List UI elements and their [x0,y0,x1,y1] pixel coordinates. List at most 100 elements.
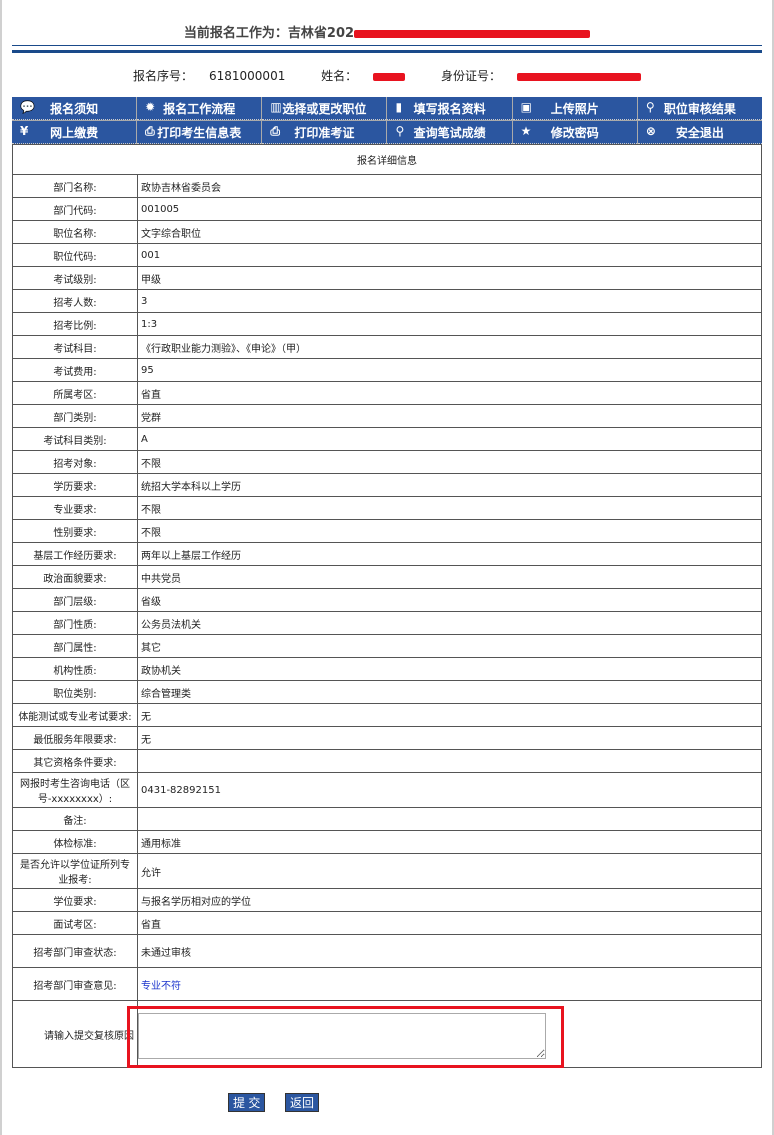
field-value: 95 [137,358,762,382]
table-row: 部门代码: 001005 [12,197,762,221]
nav-item[interactable]: 💬 报名须知 [12,97,137,120]
field-label: 最低服务年限要求: [12,726,138,750]
field-value: 未通过审核 [137,934,762,968]
nav-label: 填写报名资料 [413,101,486,116]
field-label: 是否允许以学位证所列专业报考: [12,853,138,889]
field-label: 部门类别: [12,404,138,428]
nav-item[interactable]: ⚲ 职位审核结果 [637,97,762,120]
field-value: 统招大学本科以上学历 [137,473,762,497]
nav-label: 查询笔试成绩 [413,125,486,140]
field-value: 省直 [137,911,762,935]
table-row: 部门层级: 省级 [12,588,762,612]
back-button[interactable]: 返回 [285,1093,320,1112]
divider [12,45,762,46]
field-value: 与报名学历相对应的学位 [137,888,762,912]
field-label: 其它资格条件要求: [12,749,138,773]
main-nav: 💬 报名须知 ✹ 报名工作流程 ▥ 选择或更改职位 ▮ 填写报名资料 ▣ 上传照片 ⚲ 职位审核结果 ¥… [12,97,762,144]
table-row: 考试科目类别: A [12,427,762,451]
window-border-right [772,0,774,1135]
field-label: 部门性质: [12,611,138,635]
field-value: 其它 [137,634,762,658]
nav-label: 上传照片 [550,101,599,116]
field-label: 考试科目类别: [12,427,138,451]
field-value: 0431-82892151 [137,772,762,808]
field-value: 政协吉林省委员会 [137,174,762,198]
form-icon: ▮ [395,100,403,114]
table-row: 机构性质: 政协机关 [12,657,762,681]
table-row: 考试科目: 《行政职业能力测验》、《申论》（甲） [12,335,762,359]
field-label: 基层工作经历要求: [12,542,138,566]
field-value: 不限 [137,496,762,520]
table-row: 网报时考生咨询电话（区号-xxxxxxxx）: 0431-82892151 [12,772,762,808]
table-row: 是否允许以学位证所列专业报考: 允许 [12,853,762,889]
table-row: 招考人数: 3 [12,289,762,313]
field-value: 1:3 [137,312,762,336]
field-label: 部门名称: [12,174,138,198]
table-row: 最低服务年限要求: 无 [12,726,762,750]
field-label: 学位要求: [12,888,138,912]
nav-item[interactable]: ▮ 填写报名资料 [387,97,512,120]
field-label: 网报时考生咨询电话（区号-xxxxxxxx）: [12,772,138,808]
nav-item[interactable]: ⎙ 打印考生信息表 [137,121,262,144]
nav-label: 选择或更改职位 [282,101,367,116]
nav-item[interactable]: ¥ 网上缴费 [12,121,137,144]
nav-label: 报名须知 [50,101,99,116]
nav-item[interactable]: ★ 修改密码 [512,121,637,144]
field-label: 招考部门审查意见: [12,967,138,1001]
nav-item[interactable]: ▥ 选择或更改职位 [262,97,387,120]
table-row: 体检标准: 通用标准 [12,830,762,854]
field-value: 允许 [137,853,762,889]
field-label: 部门层级: [12,588,138,612]
table-row: 专业要求: 不限 [12,496,762,520]
field-value: 无 [137,726,762,750]
detail-table: 报名详细信息 部门名称: 政协吉林省委员会 部门代码: 001005 职位名称: 文字综合… [12,144,762,1068]
field-value: 通用标准 [137,830,762,854]
nav-item[interactable]: ▣ 上传照片 [512,97,637,120]
divider [12,50,762,53]
table-row: 考试费用: 95 [12,358,762,382]
table-row: 备注: [12,807,762,831]
field-label: 职位代码: [12,243,138,267]
nav-item[interactable]: ⊗ 安全退出 [637,121,762,144]
field-value: 不限 [137,519,762,543]
field-label: 请输入提交复核原因 [12,1000,138,1068]
table-row: 基层工作经历要求: 两年以上基层工作经历 [12,542,762,566]
field-label: 考试科目: [12,335,138,359]
field-value: 甲级 [137,266,762,290]
field-value: 001005 [137,197,762,221]
submit-button[interactable]: 提 交 [228,1093,266,1112]
table-row: 面试考区: 省直 [12,911,762,935]
nav-label: 打印考生信息表 [157,125,242,140]
field-value: 文字综合职位 [137,220,762,244]
table-row: 学位要求: 与报名学历相对应的学位 [12,888,762,912]
table-row: 性别要求: 不限 [12,519,762,543]
exit-icon: ⊗ [645,124,656,138]
nav-label: 网上缴费 [50,125,99,140]
photo-icon: ▣ [520,100,532,114]
nav-item[interactable]: ⚲ 查询笔试成绩 [387,121,512,144]
field-label: 备注: [12,807,138,831]
nav-item[interactable]: ⎙ 打印准考证 [262,121,387,144]
window-border-left [0,0,2,1135]
table-row: 体能测试或专业考试要求: 无 [12,703,762,727]
field-label: 体检标准: [12,830,138,854]
table-row: 招考比例: 1:3 [12,312,762,336]
field-label: 职位名称: [12,220,138,244]
field-label: 招考人数: [12,289,138,313]
table-row: 考试级别: 甲级 [12,266,762,290]
table-row: 职位代码: 001 [12,243,762,267]
field-value: 党群 [137,404,762,428]
table-row: 职位名称: 文字综合职位 [12,220,762,244]
nav-label: 职位审核结果 [663,101,736,116]
field-label: 部门代码: [12,197,138,221]
review-reason-input[interactable] [138,1013,546,1059]
field-label: 体能测试或专业考试要求: [12,703,138,727]
field-label: 机构性质: [12,657,138,681]
magnifier-icon: ⚲ [645,100,655,114]
nav-item[interactable]: ✹ 报名工作流程 [137,97,262,120]
table-row: 部门属性: 其它 [12,634,762,658]
field-value: 中共党员 [137,565,762,589]
field-label: 部门属性: [12,634,138,658]
field-value: 两年以上基层工作经历 [137,542,762,566]
field-label: 考试费用: [12,358,138,382]
